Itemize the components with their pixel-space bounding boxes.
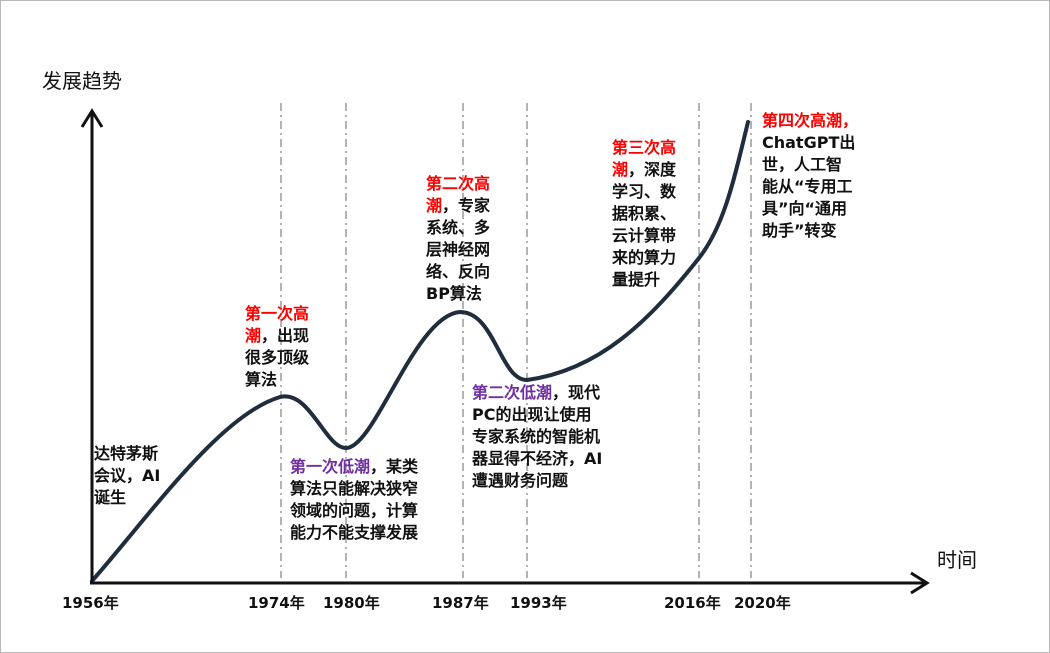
year-label-1987: 1987年 (432, 594, 489, 612)
annotation-text-segment: ，深度 (628, 160, 677, 179)
year-label-2020: 2020年 (734, 594, 791, 612)
year-label-1974: 1974年 (248, 594, 305, 612)
annotation-text-segment: 第四次高潮， (762, 111, 859, 130)
annotation-text-segment: PC的出现让使用 (472, 405, 592, 424)
annotation-text-segment: 来的算力 (612, 248, 677, 267)
annotation-line: 系统、多 (426, 217, 490, 239)
annotation-line: 来的算力 (612, 247, 676, 269)
annotation-second-peak: 第二次高 潮，专家 系统、多 层神经网 络、反向 BP算法 (426, 173, 490, 305)
annotation-text-segment: 算法 (245, 370, 278, 389)
annotation-second-low: 第二次低潮，现代 PC的出现让使用 专家系统的智能机 器显得不经济，AI 遭遇财务问题 (472, 382, 602, 492)
annotation-text-segment: 第一次高 (245, 304, 310, 323)
annotation-text-segment: 遭遇财务问题 (472, 471, 569, 490)
annotation-text-segment: 第二次高 (426, 174, 491, 193)
annotation-line: 潮，专家 (426, 195, 490, 217)
annotation-line: 能力不能支撑发展 (290, 522, 418, 544)
annotation-text-segment: 量提升 (612, 270, 661, 289)
annotation-line: 第一次高 (245, 303, 309, 325)
annotation-text-segment: 专家系统的智能机 (472, 427, 601, 446)
annotation-text-segment: 系统、多 (426, 218, 491, 237)
year-label-1956: 1956年 (62, 594, 119, 612)
annotation-text-segment: 潮 (245, 326, 262, 345)
annotation-text-segment: 云计算带 (612, 226, 677, 245)
annotation-line: 层神经网 (426, 239, 490, 261)
annotation-text-segment: 第三次高 (612, 138, 677, 157)
annotation-line: 达特茅斯 (94, 443, 160, 465)
annotation-line: 器显得不经济，AI (472, 448, 602, 470)
year-label-1980: 1980年 (323, 594, 380, 612)
annotation-text-segment: 第一次低潮 (290, 457, 371, 476)
x-axis-title: 时间 (937, 548, 977, 572)
annotation-line: 据积累、 (612, 203, 676, 225)
annotation-line: 潮，出现 (245, 325, 309, 347)
annotation-text-segment: 领域的问题，计算 (290, 501, 419, 520)
year-label-2016: 2016年 (664, 594, 721, 612)
annotation-line: 遭遇财务问题 (472, 470, 602, 492)
annotation-text-segment: 潮 (612, 160, 629, 179)
annotation-text-segment: 器显得不经济，AI (472, 449, 603, 468)
annotation-line: 具”向“通用 (762, 198, 858, 220)
annotation-text-segment: 算法只能解决狭窄 (290, 479, 419, 498)
annotation-text-segment: 据积累、 (612, 204, 677, 223)
annotation-dartmouth: 达特茅斯会议，AI 诞生 (94, 443, 160, 509)
annotation-text-segment: ，专家 (442, 196, 491, 215)
annotation-text-segment: 诞生 (94, 488, 127, 507)
y-axis-title: 发展趋势 (42, 69, 122, 93)
annotation-text-segment: 助手”转变 (762, 221, 837, 240)
annotation-text-segment: 具”向“通用 (762, 199, 848, 218)
x-axis-arrowhead (910, 571, 930, 595)
annotation-line: 第一次低潮，某类 (290, 456, 418, 478)
annotation-line: PC的出现让使用 (472, 404, 602, 426)
annotation-line: 世，人工智 (762, 154, 858, 176)
annotation-text-segment: 层神经网 (426, 240, 491, 259)
annotation-text-segment: 会议，AI (94, 466, 161, 485)
annotation-text-segment: ChatGPT出 (762, 133, 856, 152)
annotation-line: 第三次高 (612, 137, 676, 159)
annotation-line: 算法 (245, 369, 309, 391)
annotation-text-segment: 能从“专用工 (762, 177, 853, 196)
annotation-text-segment: ，现代 (552, 383, 601, 402)
annotation-fourth-peak: 第四次高潮， ChatGPT出 世，人工智能从“专用工 具”向“通用 助手”转变 (762, 110, 858, 242)
annotation-text-segment: 能力不能支撑发展 (290, 523, 419, 542)
annotation-line: 领域的问题，计算 (290, 500, 418, 522)
annotation-text-segment: 潮 (426, 196, 443, 215)
annotation-line: 络、反向 (426, 261, 490, 283)
annotation-line: 第二次高 (426, 173, 490, 195)
annotation-line: 第四次高潮， (762, 110, 858, 132)
annotation-third-peak: 第三次高 潮，深度 学习、数 据积累、 云计算带 来的算力 量提升 (612, 137, 676, 291)
year-label-1993: 1993年 (510, 594, 567, 612)
annotation-line: 助手”转变 (762, 220, 858, 242)
annotation-text-segment: 学习、数 (612, 182, 677, 201)
annotation-text-segment: ，某类 (370, 457, 419, 476)
annotation-line: 会议，AI (94, 465, 160, 487)
annotation-line: 云计算带 (612, 225, 676, 247)
annotation-text-segment: 第二次低潮 (472, 383, 553, 402)
annotation-line: 潮，深度 (612, 159, 676, 181)
annotation-line: 专家系统的智能机 (472, 426, 602, 448)
annotation-line: BP算法 (426, 283, 490, 305)
annotation-first-low: 第一次低潮，某类 算法只能解决狭窄 领域的问题，计算 能力不能支撑发展 (290, 456, 418, 544)
annotation-line: 能从“专用工 (762, 176, 858, 198)
annotation-line: 诞生 (94, 487, 160, 509)
annotation-line: 算法只能解决狭窄 (290, 478, 418, 500)
annotation-text-segment: 很多顶级 (245, 348, 310, 367)
annotation-text-segment: ，出现 (261, 326, 310, 345)
y-axis-arrowhead (80, 108, 104, 128)
annotation-line: 量提升 (612, 269, 676, 291)
annotation-line: 很多顶级 (245, 347, 309, 369)
annotation-text-segment: 络、反向 (426, 262, 491, 281)
annotation-line: ChatGPT出 (762, 132, 858, 154)
annotation-text-segment: 世，人工智 (762, 155, 843, 174)
annotation-first-peak: 第一次高 潮，出现 很多顶级 算法 (245, 303, 309, 391)
annotation-text-segment: 达特茅斯 (94, 444, 159, 463)
annotation-line: 第二次低潮，现代 (472, 382, 602, 404)
annotation-line: 学习、数 (612, 181, 676, 203)
trend-curve (90, 120, 750, 583)
annotation-text-segment: BP算法 (426, 284, 482, 303)
